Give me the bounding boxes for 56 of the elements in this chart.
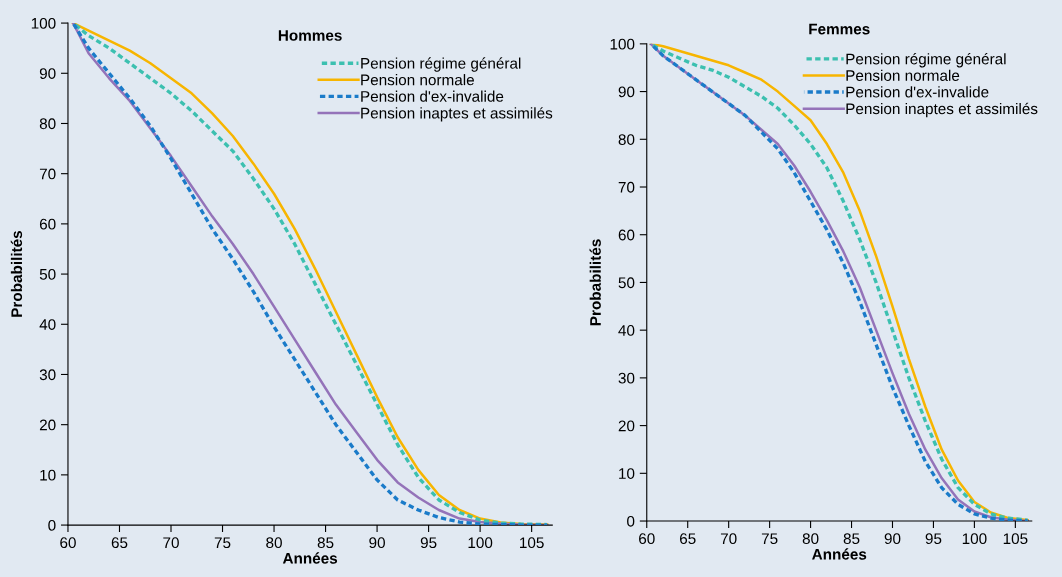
chart-title: Hommes — [278, 30, 342, 41]
x-tick-label: 60 — [60, 537, 76, 549]
x-tick-label: 85 — [843, 533, 860, 545]
y-tick-label: 80 — [618, 134, 635, 145]
y-tick-label: 90 — [618, 86, 635, 98]
legend-label: Pension d'ex-invalide — [361, 90, 504, 102]
y-tick-label: 10 — [619, 468, 635, 479]
legend-label: Pension normale — [846, 69, 960, 81]
legend-label: Pension normale — [361, 74, 474, 86]
y-axis-title: Probabilités — [10, 230, 23, 317]
x-tick-label: 75 — [761, 533, 778, 545]
legend-label: Pension inaptes et assimilés — [846, 102, 1038, 118]
y-tick-label: 40 — [39, 319, 56, 330]
y-axis-title: Probabilités — [589, 239, 601, 326]
x-tick-label: 90 — [369, 537, 385, 549]
x-tick-label: 105 — [1003, 533, 1028, 545]
y-tick-label: 10 — [40, 469, 56, 481]
y-tick-label: 100 — [31, 17, 56, 29]
x-tick-label: 100 — [962, 533, 987, 545]
legend-label: Pension inaptes et assimilés — [361, 107, 553, 122]
x-tick-label: 80 — [802, 533, 819, 545]
y-tick-label: 20 — [39, 419, 56, 431]
y-tick-label: 50 — [39, 268, 56, 280]
x-tick-label: 60 — [639, 533, 655, 545]
y-tick-label: 20 — [618, 420, 635, 432]
y-tick-label: 60 — [39, 218, 56, 230]
x-tick-label: 70 — [720, 533, 737, 545]
x-tick-label: 85 — [317, 537, 334, 549]
y-tick-label: 70 — [618, 181, 635, 193]
y-tick-label: 100 — [610, 38, 635, 50]
x-tick-label: 80 — [266, 537, 282, 549]
y-tick-label: 0 — [627, 515, 635, 527]
x-tick-label: 75 — [214, 537, 231, 549]
chart-title: Femmes — [809, 23, 870, 35]
y-tick-label: 90 — [39, 68, 56, 79]
x-tick-label: 65 — [679, 533, 696, 545]
y-tick-label: 40 — [618, 325, 635, 336]
x-tick-label: 90 — [884, 533, 901, 545]
x-tick-label: 95 — [420, 537, 437, 549]
y-tick-label: 80 — [39, 118, 56, 130]
x-tick-label: 70 — [163, 537, 179, 549]
y-tick-label: 70 — [39, 168, 56, 180]
x-tick-label: 95 — [925, 533, 942, 545]
y-tick-label: 50 — [618, 277, 635, 289]
y-tick-label: 60 — [618, 229, 635, 241]
legend-label: Pension régime général — [846, 53, 1006, 68]
x-tick-label: 100 — [468, 537, 493, 549]
legend-label: Pension d'ex-invalide — [846, 86, 989, 98]
y-tick-label: 0 — [48, 519, 56, 531]
x-tick-label: 105 — [520, 537, 544, 549]
x-axis-title: Années — [812, 548, 867, 560]
y-tick-label: 30 — [39, 369, 56, 381]
legend-label: Pension régime général — [361, 57, 521, 72]
x-tick-label: 65 — [111, 537, 128, 549]
x-axis-title: Années — [282, 552, 338, 564]
y-tick-label: 30 — [618, 372, 635, 384]
